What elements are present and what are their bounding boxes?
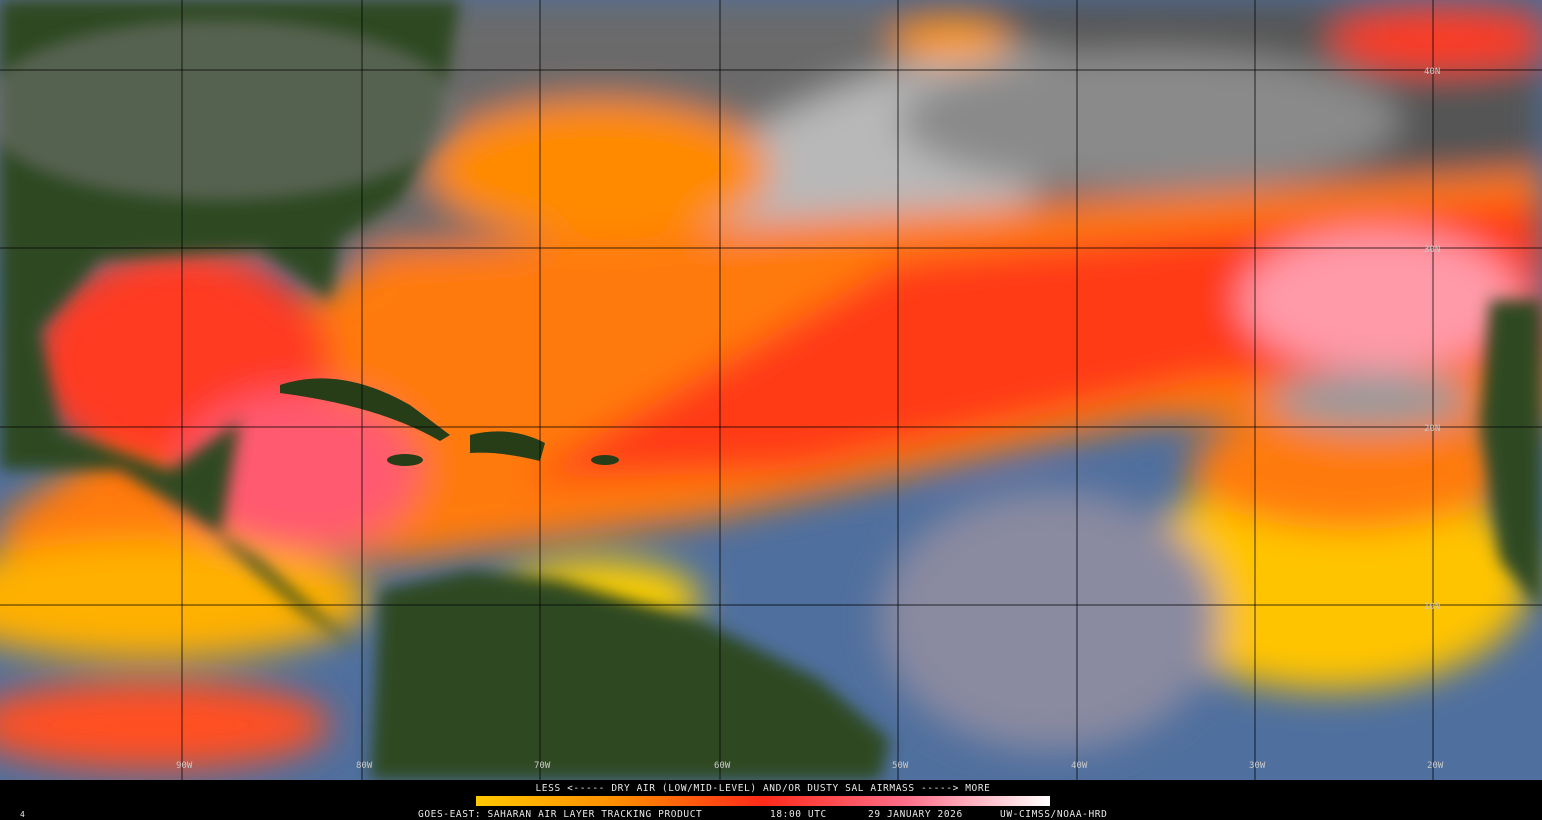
lon-label: 90W: [176, 761, 193, 771]
lon-label: 60W: [714, 761, 731, 771]
lat-label: 30N: [1424, 245, 1440, 255]
product-name: GOES-EAST: SAHARAN AIR LAYER TRACKING PR…: [418, 809, 702, 820]
legend-text: LESS <----- DRY AIR (LOW/MID-LEVEL) AND/…: [535, 783, 990, 794]
lat-label: 10N: [1424, 602, 1440, 612]
lon-label: 40W: [1071, 761, 1088, 771]
footer-bar: LESS <----- DRY AIR (LOW/MID-LEVEL) AND/…: [0, 780, 1542, 820]
graticule: [0, 0, 1542, 780]
imagery: [0, 0, 1542, 780]
color-bar: [476, 796, 1050, 806]
date: 29 JANUARY 2026: [868, 809, 963, 820]
lat-label: 20N: [1424, 424, 1440, 434]
lon-label: 80W: [356, 761, 373, 771]
lon-label: 70W: [534, 761, 551, 771]
lon-label: 20W: [1427, 761, 1444, 771]
time: 18:00 UTC: [770, 809, 827, 820]
lon-label: 30W: [1249, 761, 1266, 771]
islands: [280, 378, 619, 466]
lon-labels: 90W 80W 70W 60W 50W 40W 30W 20W: [176, 761, 1444, 771]
credit: UW-CIMSS/NOAA-HRD: [1000, 809, 1107, 820]
lon-label: 50W: [892, 761, 909, 771]
lat-label: 40N: [1424, 67, 1440, 77]
lat-labels: 40N 30N 20N 10N: [1424, 67, 1440, 612]
frame-number: 4: [20, 810, 25, 819]
